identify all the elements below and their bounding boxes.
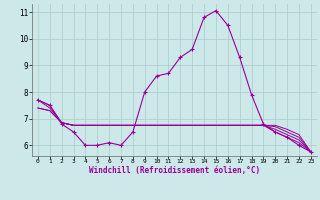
X-axis label: Windchill (Refroidissement éolien,°C): Windchill (Refroidissement éolien,°C) [89,166,260,175]
